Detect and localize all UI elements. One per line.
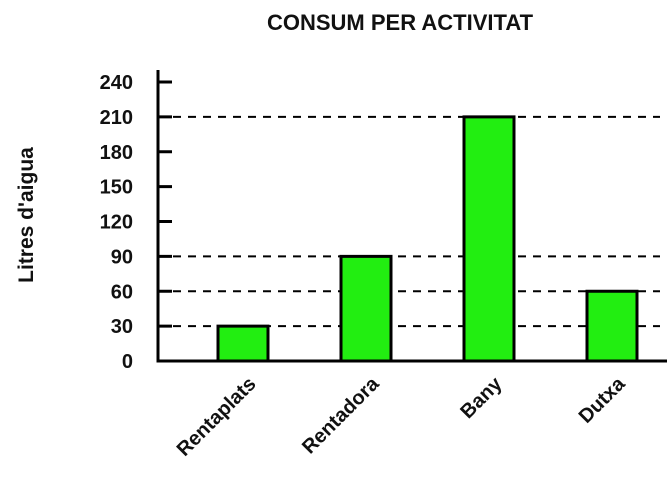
y-tick-label: 0	[122, 351, 133, 373]
y-ticks: 0 30 60 90 120 150 180 210 240	[100, 72, 172, 373]
chart-title: CONSUM PER ACTIVITAT	[267, 10, 534, 35]
y-tick-label: 180	[100, 142, 133, 164]
x-tick-label: Rentadora	[298, 372, 384, 458]
x-tick-label: Bany	[456, 372, 507, 423]
y-axis-label: Litres d'aigua	[15, 147, 38, 283]
x-tick-label: Dutxa	[575, 372, 630, 427]
bar-bany	[462, 115, 516, 363]
bars	[216, 115, 639, 363]
y-tick-label: 120	[100, 212, 133, 234]
bar-rentadora	[339, 254, 393, 363]
x-tick-labels: Rentaplats Rentadora Bany Dutxa	[173, 372, 630, 460]
y-tick-label: 210	[100, 107, 133, 129]
x-tick-label: Rentaplats	[173, 373, 261, 461]
bar-dutxa	[585, 289, 639, 363]
y-tick-label: 30	[111, 316, 133, 338]
reference-lines	[158, 115, 660, 328]
y-tick-label: 60	[111, 281, 133, 303]
y-tick-label: 240	[100, 72, 133, 94]
bar-rentaplats	[216, 324, 270, 363]
y-tick-label: 150	[100, 177, 133, 199]
y-tick-label: 90	[111, 246, 133, 268]
